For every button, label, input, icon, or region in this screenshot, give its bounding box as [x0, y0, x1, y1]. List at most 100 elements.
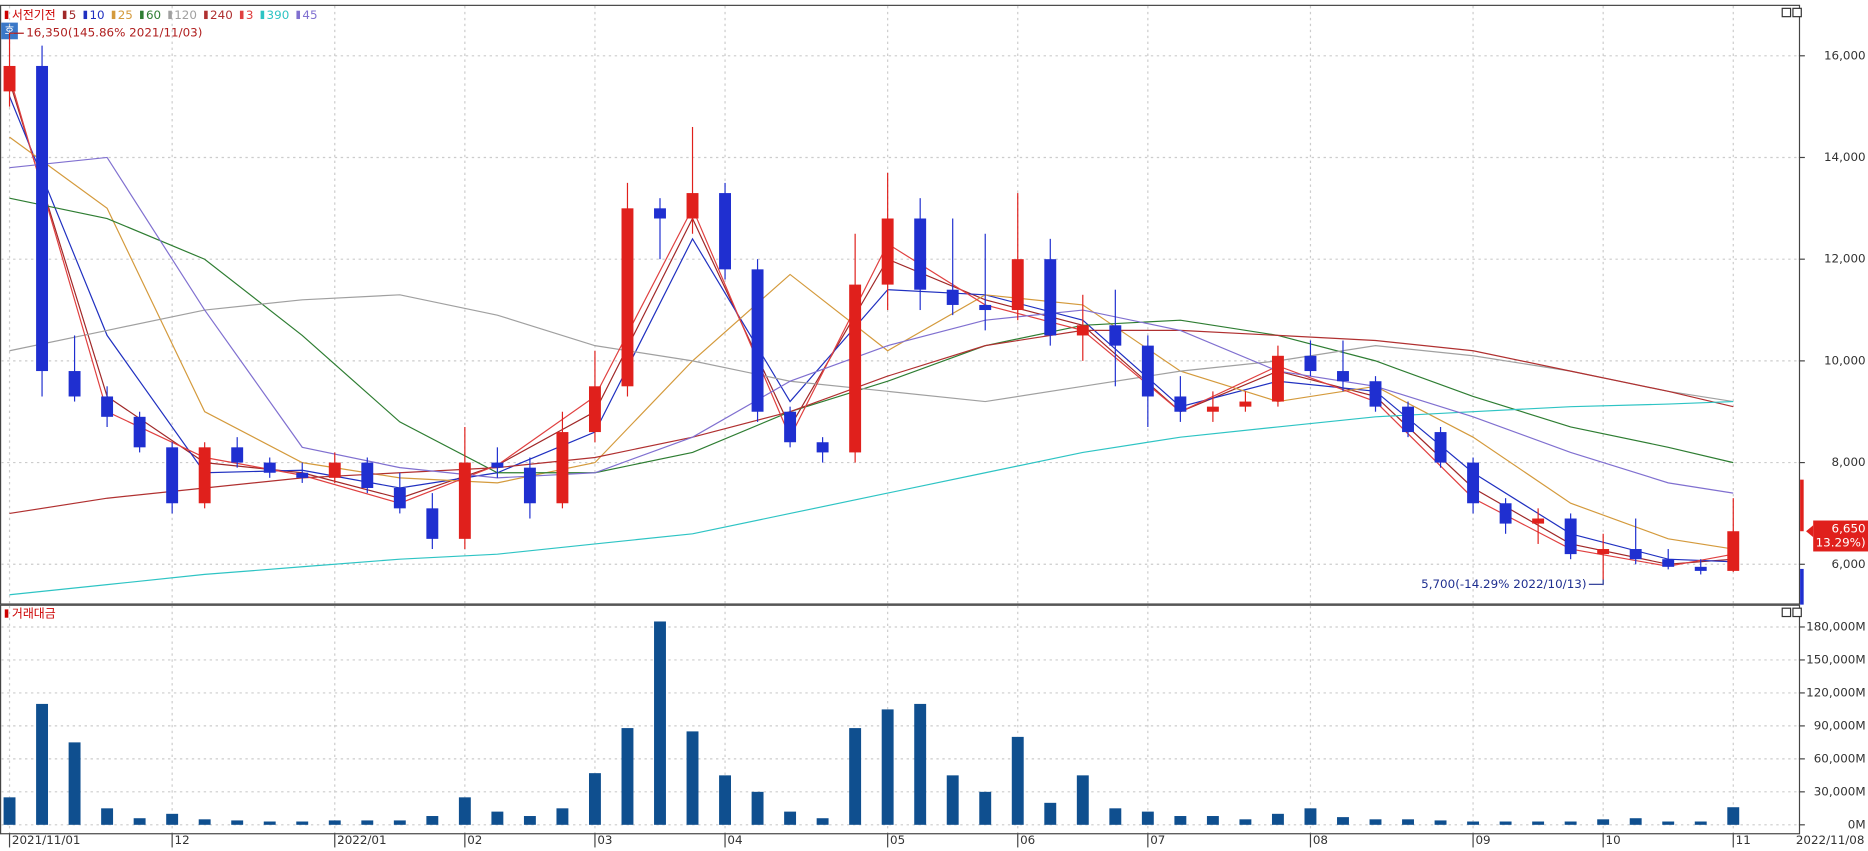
panel-button[interactable] — [1792, 7, 1802, 18]
y-tick-label: 16,000 — [1824, 48, 1866, 62]
volume-bar — [1174, 816, 1187, 825]
candle-body — [1597, 549, 1610, 555]
volume-bar — [1011, 736, 1024, 825]
candle-body — [426, 508, 439, 539]
volume-bar — [3, 797, 16, 825]
legend-marker — [260, 10, 265, 20]
candle-body — [1434, 432, 1447, 463]
last-price-bar — [1800, 479, 1804, 532]
volume-bar — [1532, 821, 1545, 825]
candle-body — [296, 472, 309, 478]
volume-bar — [751, 791, 764, 825]
candle-body — [621, 208, 634, 387]
volume-bar — [68, 742, 81, 825]
volume-bar — [1694, 821, 1707, 825]
candle-body — [979, 304, 992, 311]
candle-body — [1564, 518, 1577, 555]
x-tick-label: 08 — [1313, 833, 1328, 847]
x-tick-label: 02 — [467, 833, 482, 847]
candle-body — [1337, 371, 1349, 382]
x-tick-label: 03 — [597, 833, 612, 847]
candle-body — [849, 284, 862, 453]
candle-body — [1662, 559, 1675, 567]
x-tick-label: 12 — [175, 833, 190, 847]
candle-body — [231, 447, 244, 463]
volume-bar — [166, 813, 179, 825]
candle-body — [361, 462, 374, 489]
legend-marker — [4, 10, 9, 20]
volume-bar — [1564, 821, 1577, 825]
panel-button[interactable] — [1781, 7, 1792, 18]
moving-average-line — [9, 156, 1734, 494]
candle-body — [491, 462, 504, 468]
volume-bar — [393, 820, 406, 825]
last-price-bar — [1800, 568, 1804, 605]
candle-body — [588, 386, 601, 433]
candle-body — [816, 442, 829, 453]
candle-body — [166, 447, 179, 504]
volume-bar — [784, 811, 797, 825]
volume-bar — [1337, 817, 1349, 825]
volume-bar — [1304, 808, 1317, 825]
last-price-pointer — [1806, 525, 1814, 538]
y-tick-label: 10,000 — [1824, 353, 1866, 367]
last-price-box — [1813, 520, 1868, 552]
legend-label: 3 — [246, 8, 254, 22]
end-date: 2022/11/08 — [1796, 833, 1865, 847]
panel-button[interactable] — [1792, 607, 1802, 618]
volume-bar — [361, 820, 374, 825]
high-annotation: 16,350(145.86% 2021/11/03) — [26, 26, 202, 40]
volume-bar — [328, 820, 341, 825]
x-tick-label: 11 — [1736, 833, 1751, 847]
candle-body — [914, 218, 927, 290]
volume-bar — [1727, 807, 1740, 825]
volume-title: 거래대금 — [12, 607, 56, 621]
candle-body — [101, 396, 114, 417]
candle-body — [68, 371, 81, 397]
moving-average-line — [9, 400, 1734, 596]
volume-bar — [849, 728, 862, 825]
x-tick-label: 07 — [1150, 833, 1165, 847]
volume-bar — [1629, 818, 1642, 825]
volume-bar — [588, 773, 601, 825]
candle-body — [1239, 401, 1252, 407]
candle-body — [1044, 259, 1057, 336]
candle-body — [881, 218, 894, 285]
candle-body — [458, 462, 471, 539]
candle-body — [556, 432, 569, 504]
legend-marker — [204, 10, 208, 20]
volume-bar — [654, 621, 666, 825]
volume-bar — [231, 820, 244, 825]
volume-bar — [458, 797, 471, 825]
x-tick-label: 2021/11/01 — [12, 833, 81, 847]
candle-body — [1206, 406, 1219, 412]
legend-label: 120 — [174, 8, 197, 22]
moving-average-line — [9, 197, 1734, 474]
annotation-leader — [8, 32, 24, 38]
candle-body — [393, 488, 406, 509]
legend-label: 390 — [267, 8, 290, 22]
volume-bar — [491, 811, 504, 825]
legend-label: 10 — [89, 8, 104, 22]
candle-body — [1369, 381, 1382, 407]
volume-bar — [881, 709, 894, 825]
volume-bar — [1076, 775, 1089, 825]
volume-bar — [556, 808, 569, 825]
candle-body — [1271, 355, 1284, 402]
candle-body — [3, 65, 16, 92]
last-change: ( 13.29%) — [1807, 536, 1865, 550]
y-tick-label: 14,000 — [1824, 150, 1866, 164]
volume-bar — [426, 816, 439, 825]
y-tick-label: 0M — [1848, 817, 1866, 831]
volume-panel — [0, 604, 1801, 835]
annotation-leader — [1588, 579, 1604, 585]
legend-marker — [62, 10, 67, 20]
price-panel — [0, 4, 1801, 605]
panel-button[interactable] — [1781, 607, 1792, 618]
candle-body — [1141, 345, 1154, 397]
volume-bar — [1206, 816, 1219, 825]
volume-bar — [1271, 813, 1284, 825]
candle-body — [1076, 325, 1089, 336]
low-annotation: 5,700(-14.29% 2022/10/13) — [1421, 577, 1586, 591]
